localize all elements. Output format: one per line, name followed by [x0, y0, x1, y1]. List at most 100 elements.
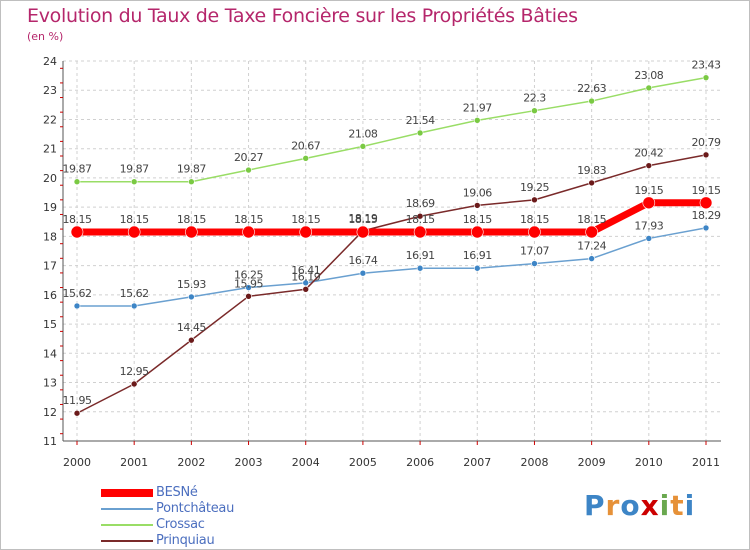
data-label: 18.15 — [520, 213, 549, 226]
x-tick-label: 2010 — [635, 456, 663, 469]
data-label: 18.29 — [692, 209, 721, 222]
x-tick-label: 2005 — [349, 456, 377, 469]
logo-letter: i — [659, 489, 671, 522]
data-point — [699, 196, 713, 210]
x-tick-label: 2008 — [520, 456, 548, 469]
y-tick-label: 12 — [43, 406, 57, 419]
y-tick-label: 20 — [43, 172, 57, 185]
data-label: 18.15 — [63, 213, 92, 226]
data-point — [245, 284, 252, 291]
logo-letter: i — [684, 489, 696, 522]
data-point — [473, 202, 481, 209]
y-tick-label: 13 — [43, 377, 57, 390]
legend-swatch — [101, 508, 153, 510]
data-label: 18.15 — [177, 213, 206, 226]
data-point — [242, 225, 255, 239]
data-label: 11.95 — [63, 394, 92, 407]
data-label: 18.69 — [406, 197, 435, 210]
data-label: 15.62 — [63, 287, 92, 300]
data-label: 16.91 — [463, 249, 492, 262]
legend-swatch — [101, 489, 153, 497]
data-label: 21.97 — [463, 101, 492, 114]
data-point — [588, 255, 595, 262]
data-label: 18.15 — [234, 213, 263, 226]
data-point — [642, 196, 656, 210]
legend-swatch — [101, 540, 153, 542]
data-point — [416, 264, 424, 272]
data-label: 19.83 — [577, 164, 606, 177]
data-label: 23.43 — [692, 59, 721, 72]
data-point — [416, 212, 424, 220]
logo-letter: P — [584, 489, 606, 522]
data-label: 16.25 — [234, 269, 263, 282]
y-tick-label: 22 — [43, 113, 57, 126]
data-label: 19.87 — [120, 163, 149, 176]
series-line — [73, 199, 710, 236]
data-point — [531, 196, 538, 204]
data-label: 14.45 — [177, 321, 206, 334]
y-tick-label: 11 — [43, 435, 57, 448]
series-line — [76, 227, 707, 307]
data-point — [588, 179, 595, 187]
data-point — [531, 260, 538, 267]
series-line — [76, 76, 707, 183]
data-label: 15.62 — [120, 287, 149, 300]
plot-area — [63, 61, 721, 441]
data-label: 16.91 — [406, 249, 435, 262]
data-label: 19.15 — [634, 184, 663, 197]
proxiti-logo: Proxiti — [584, 489, 695, 522]
logo-letter: t — [670, 489, 685, 522]
series-line — [76, 154, 707, 414]
data-point — [473, 117, 481, 124]
data-point — [702, 151, 710, 159]
data-point — [245, 166, 252, 174]
data-point — [188, 178, 195, 186]
data-label: 16.74 — [348, 254, 377, 267]
data-point — [531, 107, 538, 114]
data-label: 19.15 — [692, 184, 721, 197]
data-point — [356, 225, 370, 239]
data-label: 19.87 — [63, 163, 92, 176]
data-point — [302, 155, 310, 162]
data-label: 22.3 — [523, 92, 546, 105]
data-label: 19.06 — [463, 186, 492, 199]
x-tick-label: 2006 — [406, 456, 434, 469]
legend-label: Prinquiau — [156, 533, 215, 548]
unit-label: (en %) — [27, 30, 64, 43]
data-point — [359, 143, 367, 150]
data-label: 17.93 — [634, 219, 663, 232]
data-point — [70, 225, 84, 239]
data-point — [528, 225, 541, 239]
y-tick-label: 16 — [43, 289, 57, 302]
data-label: 15.93 — [177, 278, 206, 291]
legend-label: Crossac — [156, 517, 205, 532]
data-label: 18.15 — [406, 213, 435, 226]
data-label: 23.08 — [634, 69, 663, 82]
data-point — [645, 84, 653, 92]
y-tick-label: 19 — [43, 201, 57, 214]
y-tick-label: 23 — [43, 84, 57, 97]
data-label: 18.15 — [120, 213, 149, 226]
data-point — [245, 293, 252, 300]
y-tick-label: 24 — [43, 55, 57, 68]
logo-letter: x — [640, 489, 660, 522]
x-tick-label: 2000 — [63, 456, 91, 469]
data-point — [416, 129, 424, 137]
data-point — [130, 380, 138, 388]
data-point — [702, 74, 710, 81]
data-label: 12.95 — [120, 365, 149, 378]
data-label: 18.15 — [577, 213, 606, 226]
data-label: 15.95 — [234, 277, 263, 290]
data-label: 19.25 — [520, 181, 549, 194]
legend-label: BESNé — [156, 485, 198, 500]
data-label: 17.24 — [577, 240, 606, 253]
data-point — [413, 225, 427, 239]
x-tick-label: 2011 — [692, 456, 720, 469]
data-point — [185, 225, 198, 239]
data-point — [188, 293, 195, 301]
data-label: 16.41 — [291, 264, 320, 277]
data-label: 18.15 — [463, 213, 492, 226]
data-label: 18.15 — [348, 213, 377, 226]
y-tick-label: 15 — [43, 318, 57, 331]
